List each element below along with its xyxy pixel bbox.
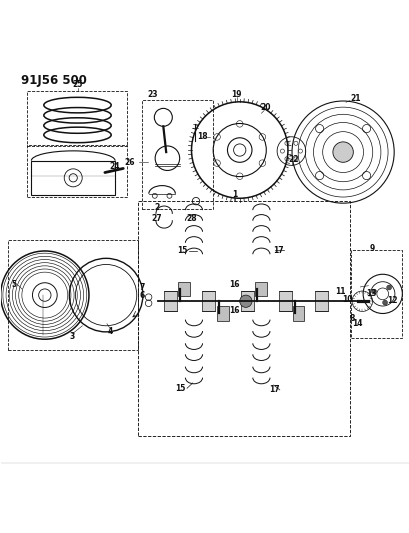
Text: 9: 9	[369, 244, 374, 253]
Text: 15: 15	[177, 246, 187, 255]
Circle shape	[332, 142, 353, 163]
Bar	[240, 291, 254, 311]
Text: 12: 12	[386, 295, 396, 304]
Bar	[202, 291, 215, 311]
Text: 91J56 500: 91J56 500	[21, 75, 87, 87]
Bar	[255, 281, 266, 296]
Text: 28: 28	[186, 214, 197, 223]
Text: 23: 23	[147, 91, 157, 99]
Text: 17: 17	[268, 385, 279, 394]
Text: 3: 3	[70, 332, 75, 341]
Text: 25: 25	[72, 80, 83, 89]
Circle shape	[371, 289, 375, 294]
Bar	[164, 291, 177, 311]
Text: 26: 26	[124, 158, 134, 167]
Text: 22: 22	[287, 155, 298, 164]
Bar	[31, 160, 115, 195]
Bar	[278, 291, 291, 311]
Text: 15: 15	[175, 384, 185, 393]
Text: 18: 18	[196, 132, 207, 141]
Text: 16: 16	[229, 280, 239, 289]
Text: 5: 5	[11, 280, 16, 289]
Bar	[217, 306, 228, 321]
Text: 16: 16	[229, 306, 239, 315]
Text: 2: 2	[154, 203, 159, 212]
Bar	[292, 306, 303, 321]
Bar	[178, 281, 189, 296]
Text: 21: 21	[349, 94, 360, 103]
Text: 7: 7	[139, 283, 144, 292]
Text: 8: 8	[348, 314, 354, 324]
Text: 19: 19	[231, 90, 242, 99]
Circle shape	[386, 285, 391, 290]
Text: 11: 11	[335, 287, 345, 295]
Text: 13: 13	[366, 288, 376, 297]
Text: 24: 24	[109, 162, 119, 171]
Circle shape	[239, 295, 252, 308]
Text: 17: 17	[272, 246, 283, 255]
Circle shape	[382, 300, 387, 305]
Text: 1: 1	[231, 190, 236, 199]
Text: 20: 20	[260, 103, 270, 112]
Text: 27: 27	[151, 214, 162, 223]
Text: 6: 6	[139, 290, 144, 300]
Bar	[314, 291, 327, 311]
Text: 4: 4	[107, 327, 112, 336]
Text: 10: 10	[341, 295, 352, 304]
Text: 14: 14	[351, 319, 362, 328]
